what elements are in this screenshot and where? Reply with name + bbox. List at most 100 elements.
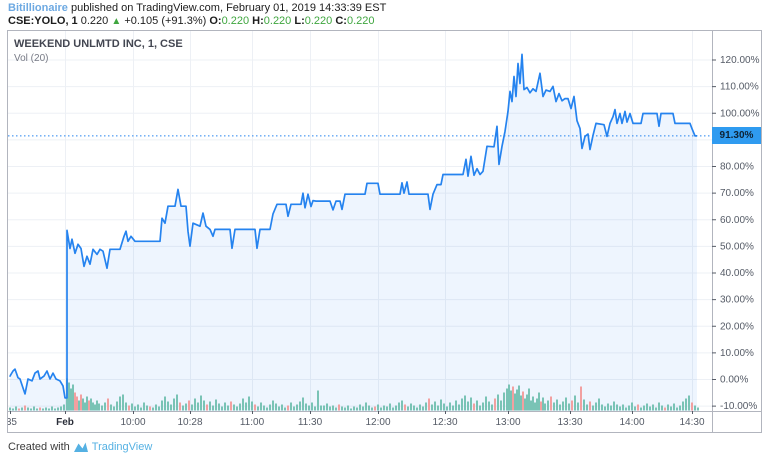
volume-bar [419, 404, 421, 411]
volume-bar [559, 404, 561, 411]
volume-bar [562, 401, 564, 411]
chart-title: WEEKEND UNLMTD INC, 1, CSE [14, 38, 183, 50]
volume-bar [610, 405, 612, 411]
volume-bar [374, 406, 376, 411]
x-axis-tick-label[interactable]: :35 [8, 417, 17, 428]
y-axis-tick-label[interactable]: 70.00% [720, 188, 754, 199]
author-link[interactable]: Bitillionaire [8, 2, 68, 14]
volume-bar [39, 407, 41, 411]
y-axis-tick-label[interactable]: 100.00% [720, 108, 760, 119]
x-axis-tick-label[interactable]: 10:00 [120, 417, 145, 428]
volume-bar [568, 403, 570, 411]
chart-widget[interactable]: 120.00%110.00%100.00%90.00%80.00%70.00%6… [7, 30, 762, 433]
volume-bar [458, 404, 460, 411]
volume-bar [260, 402, 262, 411]
volume-bar [512, 386, 514, 411]
volume-bar [116, 401, 118, 411]
y-axis-tick-label[interactable]: 30.00% [720, 295, 754, 306]
volume-bar [655, 407, 657, 411]
y-axis-tick-label[interactable]: 10.00% [720, 348, 754, 359]
volume-bar [257, 406, 259, 411]
volume-bar [628, 405, 630, 411]
volume-bar [323, 405, 325, 411]
x-axis-tick-label[interactable]: Feb [56, 417, 74, 428]
volume-bar [613, 401, 615, 411]
volume-bar [416, 407, 418, 411]
volume-bar [565, 397, 567, 411]
chart-canvas[interactable]: 120.00%110.00%100.00%90.00%80.00%70.00%6… [8, 31, 761, 432]
footer-attribution: Created with TradingView [8, 439, 152, 455]
volume-bar [302, 397, 304, 411]
volume-bar [467, 401, 469, 411]
volume-bar [164, 396, 166, 411]
volume-bar [335, 407, 337, 411]
volume-bar [254, 404, 256, 411]
volume-bar [137, 404, 139, 411]
volume-bar [673, 403, 675, 411]
y-axis-tick-label[interactable]: -10.00% [720, 401, 757, 412]
volume-indicator-label: Vol (20) [14, 53, 49, 64]
volume-bar [188, 400, 190, 411]
volume-bar [583, 399, 585, 411]
y-axis-tick-label[interactable]: 50.00% [720, 241, 754, 252]
volume-bar [643, 405, 645, 411]
volume-bar [377, 404, 379, 411]
volume-bar [57, 407, 59, 411]
volume-bar [110, 404, 112, 411]
volume-bar [404, 404, 406, 411]
y-axis-tick-label[interactable]: 0.00% [720, 375, 748, 386]
y-axis-tick-label[interactable]: 110.00% [720, 82, 759, 93]
volume-bar [82, 398, 84, 411]
volume-bar [485, 396, 487, 411]
x-axis-tick-label[interactable]: 14:30 [679, 417, 704, 428]
x-axis-tick-label[interactable]: 12:00 [365, 417, 390, 428]
volume-bar [134, 406, 136, 411]
volume-bar [239, 403, 241, 411]
volume-bar [350, 408, 352, 411]
x-axis-tick-label[interactable]: 14:00 [619, 417, 644, 428]
volume-bar [68, 382, 70, 411]
volume-bar [131, 403, 133, 411]
symbol-name: CSE:YOLO, 1 [8, 15, 78, 27]
volume-bar [637, 404, 639, 411]
volume-bar [296, 404, 298, 411]
open-key: O: [209, 15, 222, 27]
volume-bar [341, 406, 343, 411]
volume-bar [80, 394, 82, 411]
volume-bar [524, 398, 526, 411]
y-axis-tick-label[interactable]: 120.00% [720, 55, 760, 66]
volume-bar [520, 395, 522, 411]
x-axis-tick-label[interactable]: 12:30 [432, 417, 457, 428]
volume-bar [434, 401, 436, 411]
volume-bar [586, 404, 588, 411]
volume-bar [365, 402, 367, 411]
tradingview-link[interactable]: TradingView [91, 441, 153, 453]
volume-bar [203, 400, 205, 411]
volume-bar [245, 402, 247, 411]
volume-bar [571, 400, 573, 411]
volume-bar [556, 399, 558, 411]
volume-bar [619, 406, 621, 411]
x-axis-tick-label[interactable]: 11:30 [298, 417, 323, 428]
volume-bar [514, 393, 516, 411]
volume-bar [60, 406, 62, 411]
volume-bar [401, 400, 403, 411]
y-axis-tick-label[interactable]: 20.00% [720, 321, 754, 332]
volume-bar [101, 405, 103, 411]
y-axis-tick-label[interactable]: 40.00% [720, 268, 754, 279]
volume-bar [332, 405, 334, 411]
x-axis-tick-label[interactable]: 11:00 [240, 417, 265, 428]
volume-bar [76, 396, 78, 411]
x-axis-tick-label[interactable]: 10:28 [177, 417, 202, 428]
volume-bar [329, 406, 331, 411]
volume-bar [179, 402, 181, 411]
volume-bar [664, 407, 666, 411]
volume-bar [500, 400, 502, 411]
volume-bar [94, 404, 96, 411]
volume-bar [128, 405, 130, 411]
x-axis-tick-label[interactable]: 13:00 [495, 417, 520, 428]
y-axis-tick-label[interactable]: 80.00% [720, 162, 754, 173]
x-axis-tick-label[interactable]: 13:30 [557, 417, 582, 428]
y-axis-tick-label[interactable]: 60.00% [720, 215, 754, 226]
volume-bar [84, 402, 86, 411]
